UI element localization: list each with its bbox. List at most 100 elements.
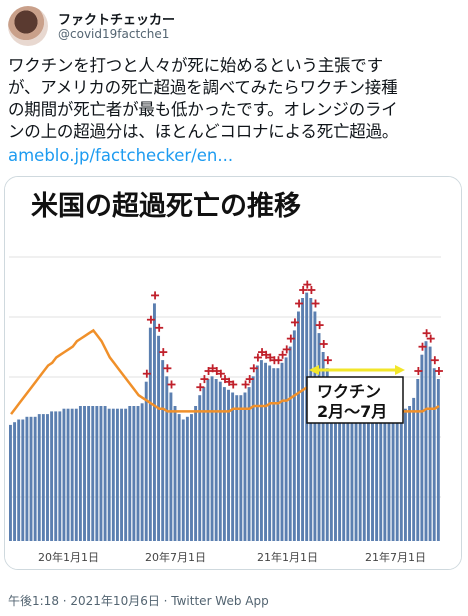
bar <box>214 379 218 541</box>
x-tick-label: 21年1月1日 <box>257 550 318 564</box>
bar <box>383 408 387 541</box>
bar <box>268 365 272 541</box>
bar <box>280 362 284 541</box>
bar <box>157 335 161 541</box>
threshold-marker <box>167 380 176 389</box>
bar <box>375 408 379 541</box>
bar <box>17 419 21 541</box>
bar <box>115 408 119 541</box>
bar <box>387 411 391 541</box>
bar <box>177 414 181 541</box>
bar <box>140 403 144 541</box>
bar <box>132 406 136 541</box>
bar <box>190 414 193 541</box>
bar <box>153 303 156 541</box>
bar <box>321 352 325 541</box>
bar <box>243 392 247 541</box>
threshold-marker <box>315 321 324 330</box>
bar <box>99 406 103 541</box>
threshold-marker <box>282 345 291 354</box>
threshold-marker <box>278 350 287 359</box>
bar <box>301 298 305 541</box>
bar <box>9 424 12 541</box>
bar <box>169 392 173 541</box>
threshold-marker <box>245 375 254 384</box>
threshold-marker <box>196 383 205 392</box>
bar <box>231 392 235 541</box>
threshold-marker <box>204 367 213 375</box>
bar <box>13 422 17 541</box>
threshold-marker <box>146 315 155 324</box>
threshold-marker <box>262 350 271 359</box>
threshold-marker <box>225 377 234 386</box>
threshold-marker <box>430 356 439 365</box>
bar <box>103 406 107 541</box>
threshold-marker <box>159 348 168 357</box>
bar <box>83 406 86 541</box>
threshold-marker <box>142 369 151 378</box>
threshold-marker <box>299 286 308 294</box>
threshold-marker <box>200 375 209 384</box>
bar <box>362 406 366 541</box>
x-tick-label: 20年7月1日 <box>145 550 206 564</box>
threshold-marker <box>266 353 275 362</box>
bar <box>218 381 222 541</box>
threshold-marker <box>414 367 423 375</box>
bar <box>21 419 25 541</box>
bar <box>185 416 189 541</box>
bar <box>210 376 214 541</box>
tweet-text-line: ワクチンを打つと人々が死に始めるという主張です <box>8 56 383 75</box>
threshold-marker <box>307 286 316 294</box>
bar <box>255 365 259 541</box>
chart-title: 米国の超過死亡の推移 <box>31 191 301 222</box>
threshold-marker <box>253 353 262 362</box>
bar <box>37 414 41 541</box>
bar <box>62 408 66 541</box>
bar <box>107 408 111 541</box>
bar <box>66 408 70 541</box>
threshold-marker <box>216 369 225 378</box>
tweet-image[interactable]: 米国の超過死亡の推移 ワクチン 2月～7月 20年1月1日 20年7月1日 21… <box>4 176 462 570</box>
bar <box>391 411 395 541</box>
tweet-meta: 午後1:18 · 2021年10月6日 · Twitter Web App <box>8 594 269 608</box>
bar <box>148 327 152 541</box>
bar <box>78 406 82 541</box>
tweet-text: ワクチンを打つと人々が死に始めるという主張です が、アメリカの死亡超過を調べてみ… <box>8 55 460 143</box>
bar <box>358 408 362 541</box>
threshold-marker <box>323 356 332 365</box>
threshold-marker <box>319 340 328 348</box>
bar <box>350 408 354 541</box>
threshold-marker <box>422 329 431 338</box>
arrow-right-head <box>395 365 405 375</box>
threshold-marker <box>249 364 258 373</box>
annotation-line2: 2月～7月 <box>317 402 387 421</box>
x-tick-label: 21年7月1日 <box>365 550 426 564</box>
bar <box>144 381 148 541</box>
bar <box>161 360 165 541</box>
bar <box>325 368 329 541</box>
threshold-marker <box>274 356 283 365</box>
avatar[interactable] <box>8 6 48 46</box>
user-handle[interactable]: @covid19factche1 <box>58 27 170 41</box>
bar <box>128 406 132 541</box>
threshold-marker <box>303 280 312 289</box>
bar <box>436 379 440 541</box>
bar <box>202 387 206 541</box>
threshold-marker <box>295 299 304 308</box>
bar <box>136 406 140 541</box>
x-tick-label: 20年1月1日 <box>38 550 99 564</box>
bar <box>354 411 358 541</box>
threshold-marker <box>418 342 427 351</box>
bar <box>173 406 177 541</box>
bar <box>379 411 383 541</box>
threshold-marker <box>311 299 320 308</box>
bar <box>412 397 416 541</box>
bar <box>432 368 436 541</box>
bar <box>251 376 255 541</box>
bar <box>111 408 115 541</box>
bar <box>87 406 91 541</box>
display-name[interactable]: ファクトチェッカー <box>58 13 176 28</box>
article-link[interactable]: ameblo.jp/factchecker/en... <box>8 146 234 165</box>
bar <box>227 389 230 541</box>
threshold-marker <box>258 348 267 357</box>
